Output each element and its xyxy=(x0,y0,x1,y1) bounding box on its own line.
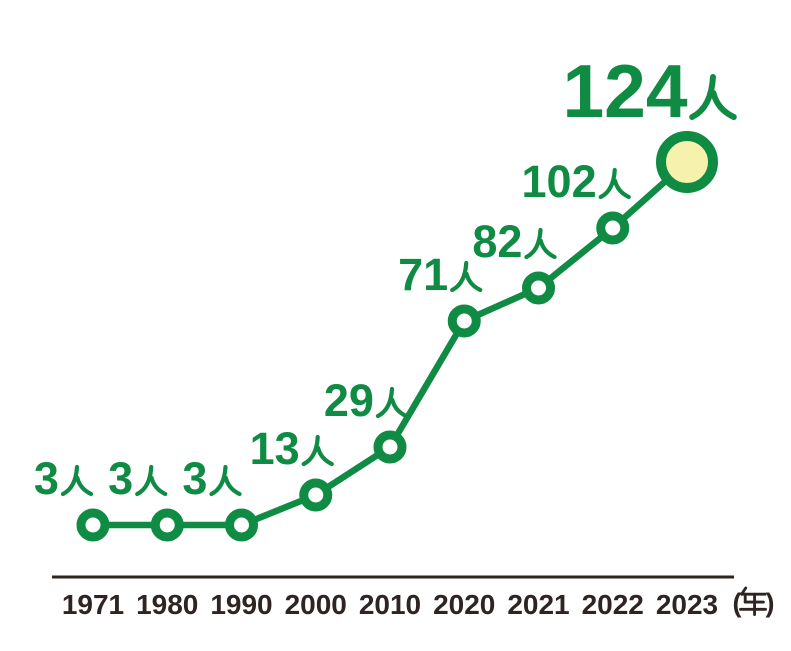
hito-unit-glyph xyxy=(223,475,242,497)
x-tick-label: 1980 xyxy=(136,589,198,620)
hito-unit-glyph xyxy=(390,397,409,419)
axis-suffix-paren-close: ) xyxy=(766,588,775,618)
hito-unit-glyph xyxy=(450,260,469,293)
data-point xyxy=(299,478,333,512)
point-value-label: 102 xyxy=(522,156,597,207)
point-value-label: 13 xyxy=(250,423,300,474)
axis-suffix-paren-open: ( xyxy=(733,588,742,618)
data-point xyxy=(447,304,481,338)
x-tick-label: 2010 xyxy=(359,589,421,620)
x-tick-label: 2020 xyxy=(433,589,495,620)
hito-unit-glyph xyxy=(689,74,716,120)
hito-unit-glyph xyxy=(135,464,154,497)
x-tick-label: 2023 xyxy=(656,589,718,620)
x-tick-label: 1990 xyxy=(210,589,272,620)
data-point xyxy=(522,271,555,305)
x-tick-label: 2022 xyxy=(582,589,644,620)
hito-unit-glyph xyxy=(710,90,737,120)
hito-unit-glyph xyxy=(149,475,168,497)
data-point xyxy=(76,508,110,542)
point-value-label: 3 xyxy=(108,453,133,504)
point-value-label: 71 xyxy=(398,249,448,300)
hito-unit-glyph xyxy=(538,238,557,260)
x-tick-label: 2000 xyxy=(285,589,347,620)
data-point-highlight xyxy=(656,131,718,193)
data-point xyxy=(150,508,184,542)
data-point xyxy=(373,430,407,464)
data-point xyxy=(225,508,258,542)
point-value-label: 29 xyxy=(324,375,374,426)
hito-unit-glyph xyxy=(524,227,543,260)
hito-unit-glyph xyxy=(598,167,617,200)
hito-unit-glyph xyxy=(75,475,94,497)
x-tick-label: 2021 xyxy=(507,589,569,620)
hito-unit-glyph xyxy=(315,445,334,467)
hito-unit-glyph xyxy=(612,178,631,200)
hito-unit-glyph xyxy=(60,464,80,497)
hito-unit-glyph xyxy=(301,434,320,467)
hito-unit-glyph xyxy=(464,271,483,293)
point-value-label: 124 xyxy=(562,49,687,133)
data-point xyxy=(596,211,630,245)
point-value-label: 3 xyxy=(34,453,59,504)
x-tick-label: 1971 xyxy=(62,589,124,620)
hito-unit-glyph xyxy=(209,464,228,497)
point-value-label: 3 xyxy=(182,453,207,504)
hito-unit-glyph xyxy=(375,386,395,419)
point-value-label: 82 xyxy=(472,216,522,267)
